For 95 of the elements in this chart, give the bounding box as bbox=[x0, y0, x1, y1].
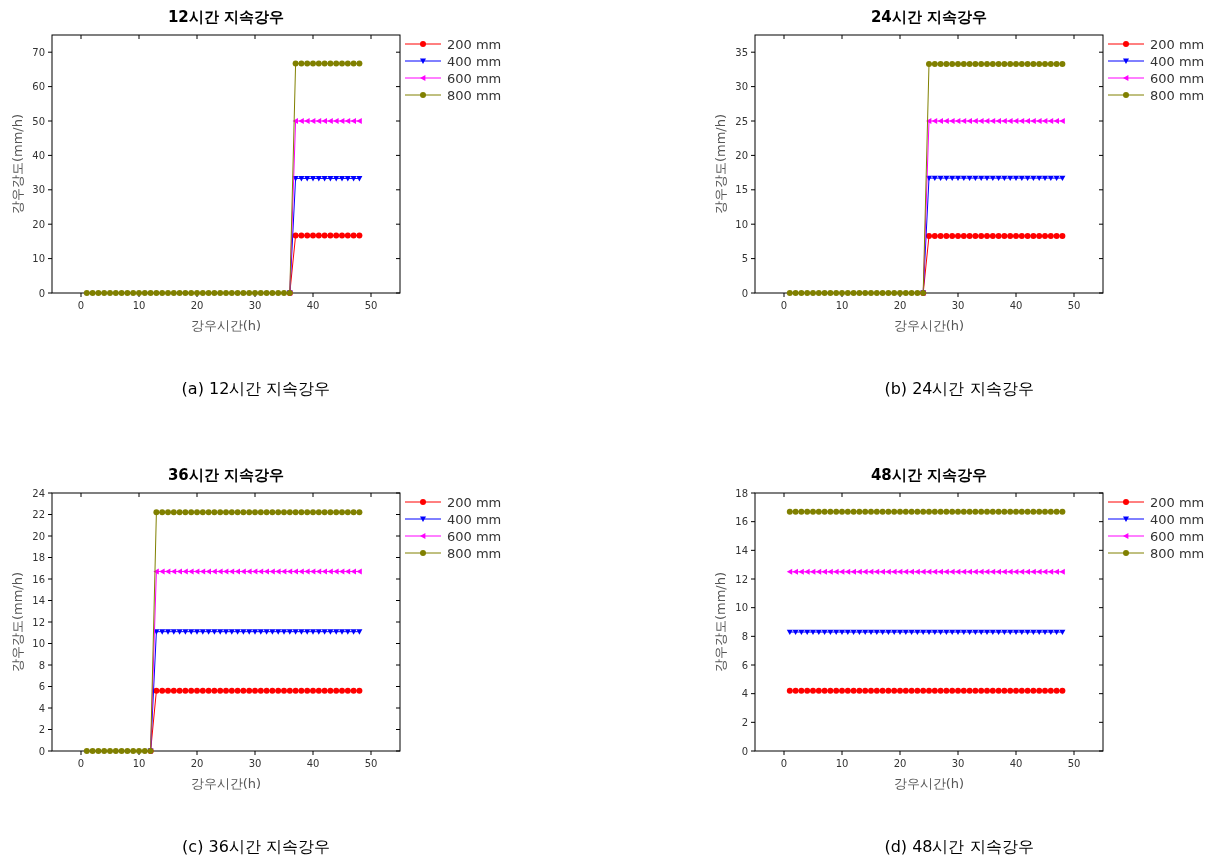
y-tick-label: 0 bbox=[38, 287, 45, 299]
legend-label: 200 mm bbox=[447, 37, 502, 52]
y-tick-label: 22 bbox=[32, 509, 45, 520]
y-tick-label: 30 bbox=[735, 81, 748, 93]
y-axis-title: 강우강도(mm/h) bbox=[713, 571, 728, 673]
x-tick-label: 40 bbox=[1009, 300, 1023, 311]
y-tick-label: 50 bbox=[32, 115, 45, 127]
legend-label: 600 mm bbox=[1150, 71, 1205, 86]
x-tick-label: 10 bbox=[835, 758, 849, 769]
legend-label: 400 mm bbox=[447, 54, 502, 69]
y-tick-label: 2 bbox=[741, 716, 748, 728]
y-tick-label: 12 bbox=[32, 616, 45, 628]
y-tick-label: 20 bbox=[32, 530, 45, 542]
legend-label: 800 mm bbox=[447, 88, 502, 103]
y-tick-label: 16 bbox=[32, 573, 45, 585]
x-tick-label: 10 bbox=[132, 300, 146, 311]
y-tick-label: 8 bbox=[741, 630, 748, 642]
y-tick-label: 10 bbox=[32, 638, 45, 649]
y-tick-label: 6 bbox=[741, 659, 748, 671]
x-tick-label: 30 bbox=[951, 758, 965, 769]
x-axis-title: 강우시간(h) bbox=[893, 318, 965, 333]
y-tick-label: 0 bbox=[741, 745, 748, 757]
x-tick-label: 40 bbox=[1009, 758, 1023, 769]
x-tick-label: 40 bbox=[306, 300, 320, 311]
y-tick-label: 12 bbox=[735, 573, 748, 585]
y-tick-label: 16 bbox=[735, 516, 748, 528]
x-tick-label: 10 bbox=[835, 300, 849, 311]
legend-label: 600 mm bbox=[1150, 529, 1205, 544]
x-tick-label: 50 bbox=[364, 300, 378, 311]
x-axis-title: 강우시간(h) bbox=[190, 776, 262, 791]
y-tick-label: 20 bbox=[32, 218, 45, 230]
legend-label: 800 mm bbox=[447, 546, 502, 561]
chart-title: 24시간 지속강우 bbox=[870, 8, 988, 26]
chart-title: 12시간 지속강우 bbox=[167, 8, 285, 26]
y-tick-label: 18 bbox=[32, 552, 45, 563]
y-tick-label: 40 bbox=[32, 149, 45, 161]
x-tick-label: 30 bbox=[248, 758, 262, 769]
legend-label: 200 mm bbox=[447, 495, 502, 510]
x-tick-label: 30 bbox=[951, 300, 965, 311]
y-tick-label: 30 bbox=[32, 184, 45, 196]
x-tick-label: 0 bbox=[780, 300, 788, 311]
chart-title: 48시간 지속강우 bbox=[870, 466, 988, 484]
legend-label: 400 mm bbox=[447, 512, 502, 527]
x-axis-title: 강우시간(h) bbox=[893, 776, 965, 791]
y-tick-label: 4 bbox=[741, 688, 748, 700]
y-tick-label: 2 bbox=[38, 724, 45, 735]
y-tick-label: 14 bbox=[32, 595, 45, 606]
x-tick-label: 0 bbox=[77, 758, 85, 769]
y-tick-label: 70 bbox=[32, 46, 45, 58]
y-axis-title: 강우강도(mm/h) bbox=[713, 113, 728, 215]
y-tick-label: 0 bbox=[38, 745, 45, 757]
legend-label: 200 mm bbox=[1150, 495, 1205, 510]
legend-label: 400 mm bbox=[1150, 512, 1205, 527]
x-tick-label: 50 bbox=[1067, 758, 1081, 769]
y-tick-label: 35 bbox=[735, 46, 748, 58]
x-tick-label: 0 bbox=[77, 300, 85, 311]
legend-label: 800 mm bbox=[1150, 546, 1205, 561]
x-tick-label: 20 bbox=[190, 758, 204, 769]
legend-label: 600 mm bbox=[447, 529, 502, 544]
text: (c) 36시간 지속강우 bbox=[182, 837, 330, 856]
legend-label: 600 mm bbox=[447, 71, 502, 86]
x-tick-label: 50 bbox=[1067, 300, 1081, 311]
y-tick-label: 10 bbox=[735, 602, 748, 614]
y-tick-label: 15 bbox=[735, 184, 748, 196]
y-axis-title: 강우강도(mm/h) bbox=[10, 571, 25, 673]
y-tick-label: 18 bbox=[735, 487, 748, 499]
x-axis-title: 강우시간(h) bbox=[190, 318, 262, 333]
y-axis-title: 강우강도(mm/h) bbox=[10, 113, 25, 215]
text: (b) 24시간 지속강우 bbox=[884, 379, 1034, 398]
y-tick-label: 10 bbox=[32, 253, 45, 265]
y-tick-label: 24 bbox=[32, 487, 45, 499]
x-tick-label: 10 bbox=[132, 758, 146, 769]
x-tick-label: 20 bbox=[893, 300, 907, 311]
y-tick-label: 6 bbox=[38, 681, 45, 692]
legend-label: 200 mm bbox=[1150, 37, 1205, 52]
y-tick-label: 10 bbox=[735, 218, 748, 230]
y-tick-label: 8 bbox=[38, 659, 45, 671]
y-tick-label: 60 bbox=[32, 81, 45, 93]
legend-label: 400 mm bbox=[1150, 54, 1205, 69]
y-tick-label: 0 bbox=[741, 287, 748, 299]
x-tick-label: 50 bbox=[364, 758, 378, 769]
y-tick-label: 14 bbox=[735, 544, 748, 556]
y-tick-label: 20 bbox=[735, 149, 748, 161]
x-tick-label: 30 bbox=[248, 300, 262, 311]
text: (d) 48시간 지속강우 bbox=[884, 837, 1034, 856]
y-tick-label: 25 bbox=[735, 115, 748, 127]
y-tick-label: 5 bbox=[741, 253, 748, 265]
x-tick-label: 20 bbox=[190, 300, 204, 311]
legend-label: 800 mm bbox=[1150, 88, 1205, 103]
chart-title: 36시간 지속강우 bbox=[167, 466, 285, 484]
x-tick-label: 40 bbox=[306, 758, 320, 769]
y-tick-label: 4 bbox=[38, 702, 45, 714]
x-tick-label: 20 bbox=[893, 758, 907, 769]
x-tick-label: 0 bbox=[780, 758, 788, 769]
text: (a) 12시간 지속강우 bbox=[181, 379, 331, 398]
